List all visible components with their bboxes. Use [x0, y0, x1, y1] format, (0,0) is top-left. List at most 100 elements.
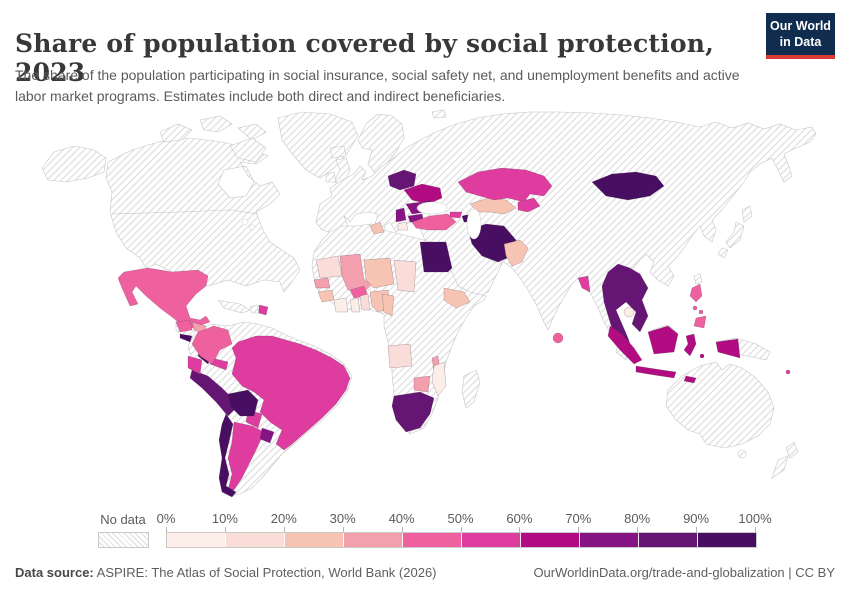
country-ukraine[interactable]: [403, 183, 443, 205]
country-el-salvador[interactable]: [179, 333, 193, 343]
country-kazakhstan[interactable]: [457, 167, 553, 203]
region-australia[interactable]: [665, 361, 775, 449]
region-scandinavia[interactable]: [357, 113, 405, 175]
region-alaska[interactable]: [41, 145, 107, 183]
legend-segment-4[interactable]: [403, 533, 462, 547]
country-mozambique[interactable]: [431, 361, 447, 397]
legend-tick-label: 50%: [447, 511, 474, 526]
country-indonesia-maluku[interactable]: [699, 353, 705, 359]
region-madagascar[interactable]: [461, 369, 481, 409]
region-japan[interactable]: [725, 221, 745, 249]
legend-tick-mark: [637, 527, 639, 532]
country-poland-belarus[interactable]: [387, 169, 417, 191]
region-japan[interactable]: [717, 247, 729, 259]
country-brazil[interactable]: [231, 335, 351, 451]
legend-segment-3[interactable]: [344, 533, 403, 547]
legend-tick-mark: [696, 527, 698, 532]
region-new-zealand[interactable]: [785, 441, 799, 459]
legend-tick-mark: [401, 527, 403, 532]
country-ghana[interactable]: [349, 297, 361, 313]
legend-segment-6[interactable]: [521, 533, 580, 547]
country-guatemala[interactable]: [175, 319, 193, 333]
country-south-africa[interactable]: [391, 391, 435, 433]
no-data-swatch[interactable]: [98, 532, 149, 548]
country-indonesia-sulawesi[interactable]: [683, 333, 697, 357]
country-mauritania[interactable]: [315, 255, 343, 279]
country-chile[interactable]: [218, 413, 237, 498]
chart-subtitle: The share of the population participatin…: [15, 67, 740, 104]
country-philippines[interactable]: [698, 309, 704, 315]
country-mongolia[interactable]: [591, 171, 665, 201]
legend-segment-9[interactable]: [698, 533, 756, 547]
country-indonesia-papua[interactable]: [715, 338, 741, 359]
legend-segment-0[interactable]: [167, 533, 226, 547]
map-legend: No data 0% 10% 20% 30% 40% 50% 60% 70% 80% 90% 100…: [0, 508, 850, 554]
country-colombia[interactable]: [191, 325, 233, 365]
region-ireland[interactable]: [325, 171, 337, 183]
legend-tick-mark: [460, 527, 462, 532]
region-canada-usa[interactable]: [105, 137, 301, 293]
region-iceland[interactable]: [329, 145, 347, 159]
country-greece[interactable]: [397, 221, 409, 231]
country-pakistan[interactable]: [503, 239, 529, 267]
country-bangladesh[interactable]: [577, 275, 591, 293]
country-indonesia-lesser-sunda[interactable]: [683, 375, 697, 384]
country-indonesia-borneo[interactable]: [647, 325, 679, 355]
legend-segment-7[interactable]: [580, 533, 639, 547]
region-taiwan[interactable]: [693, 273, 703, 285]
country-zimbabwe[interactable]: [413, 375, 431, 393]
country-tunisia[interactable]: [369, 221, 385, 235]
legend-tick-mark: [755, 527, 756, 532]
country-indonesia-java[interactable]: [635, 365, 677, 379]
owid-link[interactable]: OurWorldinData.org/trade-and-globalizati…: [533, 565, 835, 580]
region-arctic-islands[interactable]: [237, 123, 267, 141]
country-bolivia[interactable]: [227, 389, 259, 417]
country-cameroon[interactable]: [381, 293, 395, 317]
country-philippines[interactable]: [692, 305, 698, 311]
legend-tick-label: 80%: [624, 511, 651, 526]
region-arctic-islands[interactable]: [159, 123, 193, 143]
country-turkey[interactable]: [411, 213, 457, 231]
legend-segment-1[interactable]: [226, 533, 285, 547]
region-new-zealand[interactable]: [771, 455, 789, 479]
region-japan[interactable]: [741, 205, 753, 223]
country-sri-lanka[interactable]: [552, 332, 564, 344]
country-philippines[interactable]: [693, 315, 707, 329]
country-ethiopia[interactable]: [443, 287, 471, 309]
region-haiti[interactable]: [249, 304, 260, 314]
region-baffin-island[interactable]: [229, 137, 267, 163]
country-indonesia-sumatra[interactable]: [607, 325, 643, 365]
country-angola[interactable]: [387, 343, 413, 369]
legend-segment-2[interactable]: [285, 533, 344, 547]
legend-segment-8[interactable]: [639, 533, 698, 547]
country-senegal[interactable]: [313, 277, 331, 289]
country-guinea[interactable]: [317, 289, 335, 303]
legend-segment-5[interactable]: [462, 533, 521, 547]
country-togo-benin[interactable]: [359, 293, 371, 311]
legend-tick-label: 70%: [565, 511, 592, 526]
country-niger[interactable]: [363, 257, 395, 289]
country-philippines[interactable]: [689, 283, 703, 303]
country-ecuador[interactable]: [187, 355, 203, 375]
region-cuba[interactable]: [217, 299, 251, 314]
country-kyrgyzstan-tajikistan[interactable]: [517, 197, 541, 213]
country-egypt[interactable]: [419, 241, 453, 273]
legend-tick-label: 10%: [211, 511, 238, 526]
black-sea: [416, 201, 448, 215]
country-cote-divoire[interactable]: [333, 297, 349, 313]
country-fiji[interactable]: [785, 369, 791, 375]
country-mexico[interactable]: [117, 267, 211, 331]
country-georgia[interactable]: [449, 211, 463, 219]
country-peru[interactable]: [189, 369, 237, 417]
country-serbia-albania[interactable]: [395, 207, 407, 223]
legend-tick-mark: [224, 527, 226, 532]
country-uruguay[interactable]: [259, 427, 275, 444]
region-arctic-islands[interactable]: [199, 115, 233, 133]
country-mali[interactable]: [339, 253, 373, 293]
country-chad[interactable]: [393, 259, 417, 293]
country-cambodia[interactable]: [623, 306, 635, 318]
country-dominican-republic[interactable]: [258, 304, 269, 316]
legend-tick-mark: [166, 527, 167, 532]
owid-logo[interactable]: Our World in Data: [766, 13, 835, 60]
